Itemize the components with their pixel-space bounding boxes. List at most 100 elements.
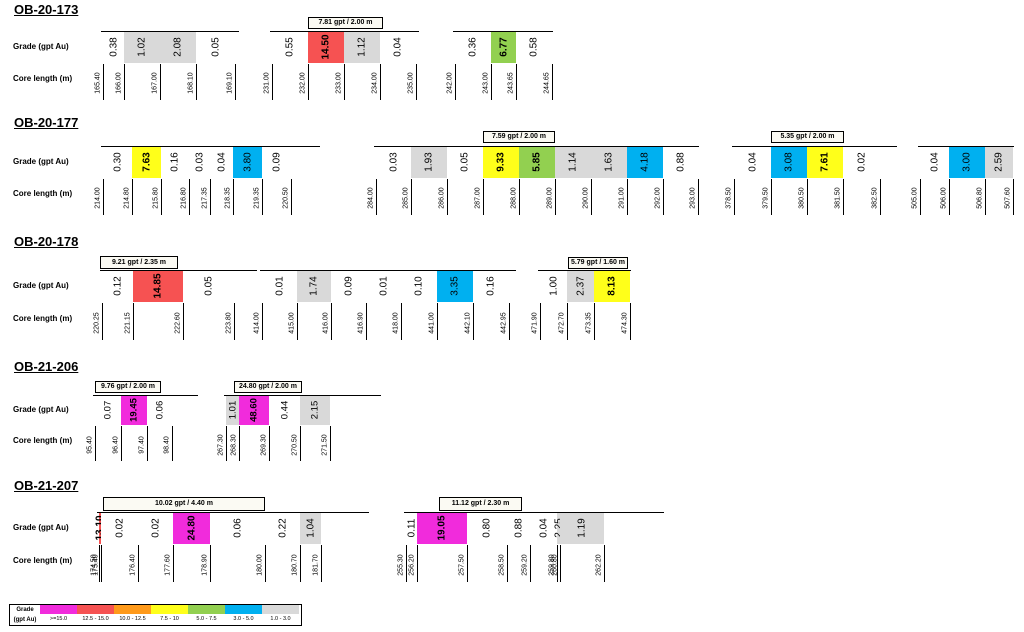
- depth-label: 180.00: [256, 553, 264, 576]
- segment-top-line: [97, 512, 369, 513]
- depth-tick: [401, 303, 402, 340]
- segment-top-line: [270, 31, 419, 32]
- segment-top-line: [453, 31, 553, 32]
- depth-tick: [300, 545, 301, 582]
- grade-cell: [101, 513, 138, 544]
- depth-tick: [138, 545, 139, 582]
- grade-value: 14.85: [152, 273, 164, 299]
- depth-label: 288.00: [510, 187, 518, 209]
- depth-label: 258.50: [498, 553, 506, 576]
- grade-cell: [557, 513, 560, 544]
- depth-tick: [491, 64, 492, 100]
- grade-value: 0.38: [108, 37, 119, 57]
- grade-cell: [308, 32, 344, 63]
- grade-value: 1.00: [548, 276, 559, 296]
- depth-label: 293.00: [689, 187, 697, 209]
- grade-value: 1.01: [227, 400, 238, 420]
- depth-label: 243.00: [482, 72, 490, 94]
- depth-tick: [183, 303, 184, 340]
- segment-top-line: [918, 146, 1014, 147]
- grade-cell: [138, 513, 173, 544]
- depth-label: 380.50: [798, 187, 806, 209]
- grade-value: 0.02: [150, 518, 161, 538]
- grade-cell: [560, 513, 604, 544]
- grade-cell: [183, 271, 234, 302]
- depth-label: 256.20: [408, 553, 416, 576]
- grade-value: 0.88: [675, 152, 686, 172]
- grade-cell: [627, 147, 663, 178]
- depth-tick: [734, 179, 735, 215]
- grade-cell: [594, 271, 630, 302]
- grade-value: 0.22: [277, 518, 288, 538]
- grade-cell: [376, 147, 411, 178]
- depth-tick: [331, 303, 332, 340]
- grade-value: 0.07: [102, 400, 114, 420]
- grade-row-label: Grade (gpt Au): [13, 157, 69, 166]
- grade-value: 0.01: [378, 276, 389, 296]
- grade-value: 0.55: [284, 37, 296, 57]
- depth-label: 416.90: [357, 311, 365, 334]
- intercept-callout: 10.02 gpt / 4.40 m: [103, 497, 265, 511]
- grade-value: 7.63: [141, 152, 152, 172]
- depth-tick: [530, 545, 531, 582]
- grade-cell: [437, 271, 473, 302]
- depth-label: 289.00: [546, 187, 554, 209]
- core-length-row-label: Core length (m): [13, 313, 73, 323]
- depth-label: 166.00: [115, 72, 123, 94]
- depth-tick: [519, 179, 520, 215]
- depth-label: 220.50: [282, 187, 290, 209]
- depth-tick: [226, 426, 227, 461]
- depth-label: 442.10: [464, 311, 472, 334]
- core-length-row-label: Core length (m): [13, 555, 73, 565]
- grade-value: 3.80: [242, 152, 253, 172]
- depth-label: 259.20: [521, 553, 529, 576]
- grade-cell: [262, 147, 291, 178]
- depth-label: 217.35: [201, 187, 209, 209]
- depth-label: 167.00: [151, 72, 159, 94]
- grade-cell: [147, 396, 172, 425]
- legend-swatch: [40, 605, 77, 614]
- segment-top-line: [101, 146, 320, 147]
- grade-cell: [555, 147, 591, 178]
- depth-tick: [604, 545, 605, 582]
- depth-label: 165.40: [94, 72, 102, 94]
- depth-label: 257.50: [458, 553, 466, 576]
- grade-cell: [949, 147, 985, 178]
- depth-label: 268.30: [230, 433, 238, 456]
- grade-cell: [161, 147, 189, 178]
- depth-label: 285.00: [402, 187, 410, 209]
- depth-label: 267.30: [217, 433, 225, 456]
- grade-value: 1.12: [356, 37, 368, 57]
- legend-swatch: [77, 605, 114, 614]
- grade-value: 0.01: [274, 276, 285, 296]
- legend-range-label: >=15.0: [49, 616, 68, 622]
- grade-cell: [265, 513, 300, 544]
- hole-title: OB-20-173: [14, 2, 79, 17]
- legend-range-label: 5.0 - 7.5: [196, 616, 217, 622]
- depth-tick: [985, 179, 986, 215]
- depth-tick: [132, 179, 133, 215]
- grade-cell: [233, 147, 262, 178]
- grade-cell: [196, 32, 235, 63]
- grade-value: 0.36: [467, 37, 479, 57]
- intercept-callout: 11.12 gpt / 2.30 m: [439, 497, 522, 511]
- grade-value: 0.16: [169, 152, 181, 172]
- depth-label: 242.00: [446, 72, 454, 94]
- hole-title: OB-20-177: [14, 115, 79, 130]
- depth-label: 270.50: [291, 433, 299, 456]
- grade-value: 7.61: [819, 152, 831, 172]
- depth-label: 234.00: [371, 72, 379, 94]
- depth-label: 218.35: [224, 187, 232, 209]
- depth-label: 255.30: [397, 553, 405, 576]
- depth-tick: [121, 426, 122, 461]
- segment-top-line: [374, 146, 699, 147]
- grade-value: 0.04: [538, 518, 549, 538]
- depth-label: 220.25: [93, 311, 101, 334]
- legend-swatch: [262, 605, 299, 614]
- grade-row-label: Grade (gpt Au): [13, 523, 69, 532]
- depth-tick: [366, 303, 367, 340]
- grade-cell: [297, 271, 331, 302]
- depth-label: 180.70: [291, 553, 299, 576]
- grade-value: 0.02: [856, 152, 867, 172]
- depth-tick: [411, 179, 412, 215]
